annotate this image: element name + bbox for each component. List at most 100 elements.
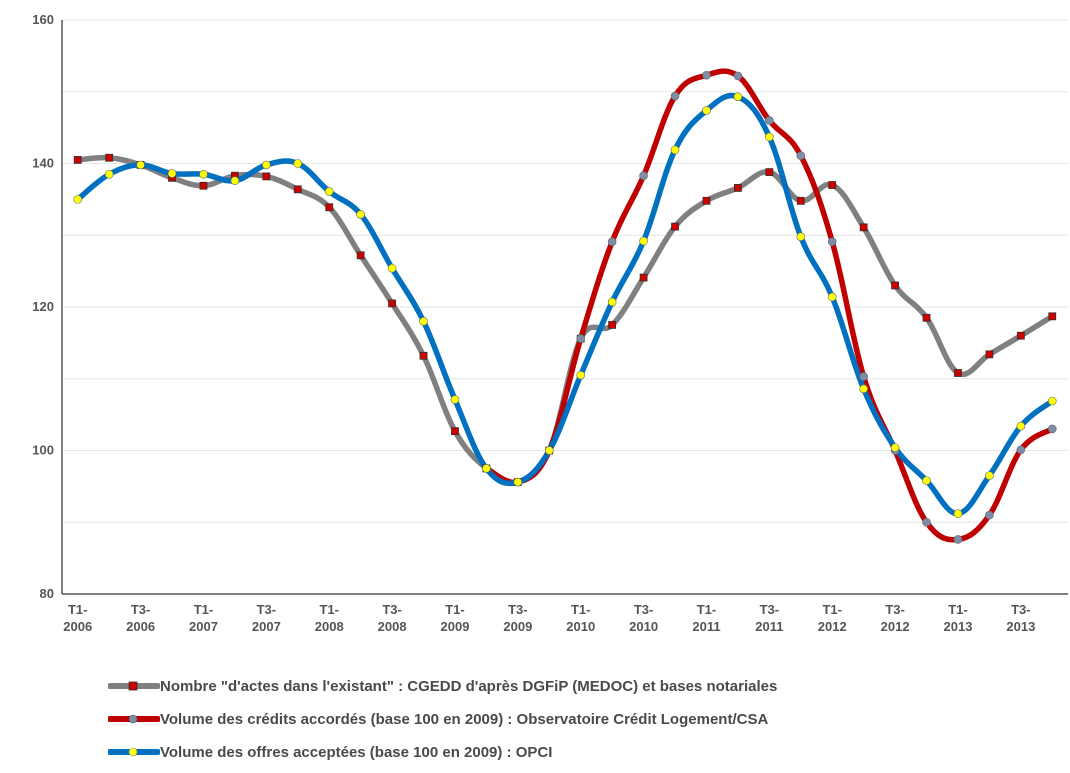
data-point bbox=[953, 535, 963, 544]
legend-label-offres: Volume des offres acceptées (base 100 en… bbox=[160, 743, 553, 761]
legend: Nombre "d'actes dans l'existant" : CGEDD… bbox=[108, 674, 777, 773]
x-tick-label: T3- bbox=[131, 602, 151, 617]
x-tick-label: T3- bbox=[508, 602, 528, 617]
data-point bbox=[388, 299, 396, 308]
x-tick-label: T1- bbox=[194, 602, 214, 617]
series-markers bbox=[73, 70, 1057, 544]
data-point bbox=[639, 273, 648, 282]
y-tick-label: 160 bbox=[32, 12, 54, 27]
data-point bbox=[859, 223, 868, 232]
legend-item-offres[interactable]: Volume des offres acceptées (base 100 en… bbox=[108, 740, 777, 764]
data-point bbox=[985, 471, 994, 480]
legend-swatch-credits bbox=[108, 714, 160, 724]
data-point bbox=[73, 195, 83, 204]
x-tick-label: T3- bbox=[382, 602, 402, 617]
data-point bbox=[639, 236, 648, 246]
x-tick-label: 2012 bbox=[818, 619, 847, 634]
data-point bbox=[985, 350, 994, 359]
line-chart: 80 100 120 140 160 T1- 2006 T3- 2006 T1- 2007 T3- 2… bbox=[32, 12, 1068, 634]
y-tick-label: 80 bbox=[40, 586, 54, 601]
data-point bbox=[859, 372, 868, 381]
x-tick-label: 2008 bbox=[378, 619, 407, 634]
x-tick-label: 2007 bbox=[189, 619, 218, 634]
x-tick-label: 2010 bbox=[629, 619, 658, 634]
data-point bbox=[451, 427, 459, 436]
data-point bbox=[702, 196, 711, 205]
data-point bbox=[890, 443, 900, 452]
data-point bbox=[859, 384, 868, 394]
x-tick-label: 2009 bbox=[503, 619, 532, 634]
data-point bbox=[671, 222, 679, 231]
data-point bbox=[356, 251, 365, 260]
series-lines bbox=[74, 68, 1056, 543]
data-point bbox=[702, 70, 711, 80]
data-point bbox=[325, 203, 334, 212]
x-tick-label: 2006 bbox=[126, 619, 155, 634]
data-point bbox=[576, 334, 586, 343]
data-point bbox=[1048, 312, 1057, 321]
data-point bbox=[796, 196, 805, 205]
data-point bbox=[670, 145, 680, 155]
data-point bbox=[419, 317, 428, 326]
x-tick-label: T1- bbox=[445, 602, 465, 617]
x-tick-label: 2013 bbox=[944, 619, 973, 634]
data-point bbox=[733, 71, 743, 81]
axes bbox=[61, 20, 1068, 595]
data-point bbox=[828, 181, 837, 189]
data-point bbox=[734, 183, 742, 192]
data-point bbox=[765, 132, 774, 142]
legend-swatch-offres bbox=[108, 747, 160, 757]
x-tick-label: 2013 bbox=[1006, 619, 1035, 634]
data-point bbox=[136, 160, 145, 170]
data-point bbox=[262, 172, 271, 181]
x-tick-label: T1- bbox=[948, 602, 968, 617]
x-tick-label: T1- bbox=[571, 602, 591, 617]
data-point bbox=[1016, 421, 1026, 431]
x-tick-label: 2008 bbox=[315, 619, 344, 634]
data-point bbox=[576, 370, 586, 380]
y-tick-label: 140 bbox=[32, 156, 54, 171]
x-tick-label: T3- bbox=[885, 602, 905, 617]
x-tick-label: 2011 bbox=[692, 619, 720, 634]
data-point bbox=[607, 297, 617, 307]
data-point bbox=[73, 156, 82, 164]
x-tick-label: T1- bbox=[822, 602, 842, 617]
legend-item-credits[interactable]: Volume des crédits accordés (base 100 en… bbox=[108, 707, 777, 731]
x-tick-label: 2011 bbox=[755, 619, 783, 634]
data-point bbox=[607, 237, 617, 247]
data-point bbox=[199, 181, 208, 190]
data-point bbox=[293, 159, 303, 168]
x-tick-label: 2010 bbox=[566, 619, 595, 634]
data-point bbox=[167, 169, 177, 178]
data-point bbox=[670, 91, 680, 101]
x-tick-label: T1- bbox=[319, 602, 339, 617]
y-tick-label: 120 bbox=[32, 299, 54, 314]
data-point bbox=[765, 116, 774, 125]
data-point bbox=[1016, 445, 1026, 455]
data-point bbox=[199, 169, 208, 179]
data-point bbox=[1016, 331, 1025, 340]
data-point bbox=[922, 313, 931, 322]
data-point bbox=[419, 351, 428, 360]
x-tick-label: T3- bbox=[257, 602, 277, 617]
x-tick-label: 2006 bbox=[63, 619, 92, 634]
legend-item-actes[interactable]: Nombre "d'actes dans l'existant" : CGEDD… bbox=[108, 674, 777, 698]
data-point bbox=[922, 476, 931, 485]
data-point bbox=[922, 517, 931, 527]
data-point bbox=[985, 510, 994, 520]
x-tick-label: 2012 bbox=[881, 619, 910, 634]
y-tick-label: 100 bbox=[32, 443, 54, 458]
x-tick-label: T3- bbox=[760, 602, 780, 617]
data-point bbox=[104, 169, 114, 179]
data-point bbox=[891, 281, 899, 290]
data-point bbox=[1047, 424, 1057, 434]
data-point bbox=[262, 160, 271, 170]
data-point bbox=[387, 263, 397, 273]
legend-label-actes: Nombre "d'actes dans l'existant" : CGEDD… bbox=[160, 677, 778, 695]
data-point bbox=[954, 369, 962, 377]
data-point bbox=[230, 176, 240, 186]
x-tick-label: T1- bbox=[697, 602, 717, 617]
series-line-actes bbox=[74, 154, 1056, 486]
series-line-offres bbox=[74, 92, 1056, 517]
data-point bbox=[639, 171, 648, 180]
